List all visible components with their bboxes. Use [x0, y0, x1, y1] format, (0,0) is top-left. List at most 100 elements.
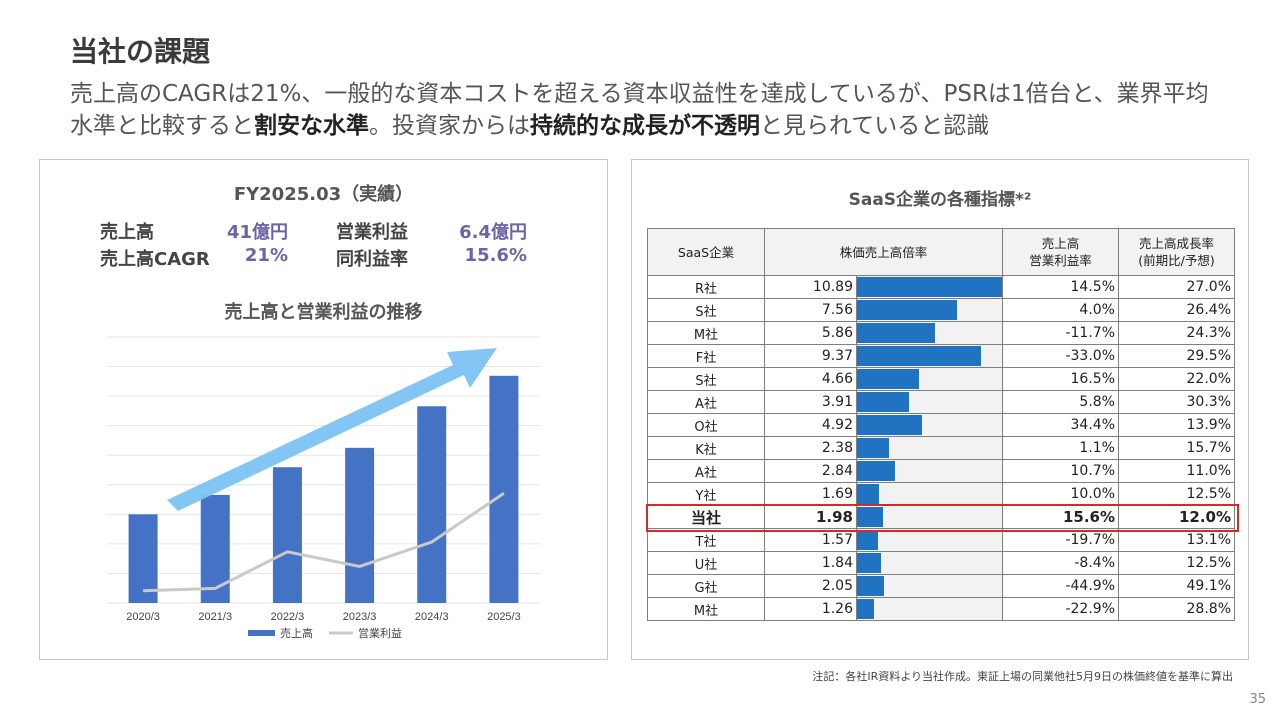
- kpi-value-sales: 41億円: [226, 222, 288, 243]
- x-tick-label: 2020/3: [126, 611, 160, 623]
- x-tick-label: 2024/3: [415, 611, 449, 623]
- growth-rate: 28.8%: [1118, 597, 1235, 621]
- psr-bar-cell: [856, 528, 1003, 552]
- operating-margin: -22.9%: [1002, 597, 1119, 621]
- psr-value: 4.66: [764, 367, 857, 391]
- lead-segment: 。投資家からは: [369, 113, 530, 139]
- operating-margin: 4.0%: [1002, 298, 1119, 322]
- psr-value: 10.89: [764, 275, 857, 299]
- company-name: A社: [647, 459, 765, 483]
- legend-label-sales: 売上高: [280, 626, 313, 640]
- psr-value: 1.26: [764, 597, 857, 621]
- operating-margin: 34.4%: [1002, 413, 1119, 437]
- fy-header: FY2025.03（実績）: [233, 184, 414, 205]
- operating-margin: -19.7%: [1002, 528, 1119, 552]
- psr-bar: [857, 369, 919, 389]
- psr-bar: [857, 277, 1002, 297]
- psr-bar-cell: [856, 390, 1003, 414]
- psr-value: 1.98: [764, 505, 857, 529]
- psr-bar: [857, 507, 884, 527]
- growth-rate: 49.1%: [1118, 574, 1235, 598]
- psr-bar-cell: [856, 321, 1003, 345]
- growth-rate: 30.3%: [1118, 390, 1235, 414]
- company-name: S社: [647, 298, 765, 322]
- psr-value: 2.38: [764, 436, 857, 460]
- x-tick-label: 2022/3: [271, 611, 305, 623]
- table-row: Y社 1.69 10.0% 12.5%: [647, 482, 1235, 506]
- saas-metrics-table: SaaS企業 株価売上高倍率 売上高 営業利益率 売上高成長率 (前期比/予想) R…: [647, 228, 1235, 621]
- company-name: Y社: [647, 482, 765, 506]
- sales-bar: [489, 375, 519, 603]
- psr-bar-cell: [856, 436, 1003, 460]
- table-header-row: SaaS企業 株価売上高倍率 売上高 営業利益率 売上高成長率 (前期比/予想): [647, 228, 1235, 276]
- table-row: T社 1.57 -19.7% 13.1%: [647, 528, 1235, 552]
- psr-bar: [857, 415, 923, 435]
- operating-margin: -8.4%: [1002, 551, 1119, 575]
- table-row: A社 3.91 5.8% 30.3%: [647, 390, 1235, 414]
- psr-value: 2.05: [764, 574, 857, 598]
- header-operating-margin: 売上高 営業利益率: [1002, 228, 1119, 276]
- psr-bar: [857, 484, 880, 504]
- growth-rate: 22.0%: [1118, 367, 1235, 391]
- sales-bar: [272, 467, 302, 603]
- psr-bar: [857, 461, 895, 481]
- operating-margin: -11.7%: [1002, 321, 1119, 345]
- psr-value: 1.84: [764, 551, 857, 575]
- x-tick-label: 2021/3: [198, 611, 232, 623]
- company-name: R社: [647, 275, 765, 299]
- table-row: A社 2.84 10.7% 11.0%: [647, 459, 1235, 483]
- saas-table-title: SaaS企業の各種指標*²: [848, 190, 1032, 210]
- operating-margin: -44.9%: [1002, 574, 1119, 598]
- psr-value: 1.57: [764, 528, 857, 552]
- x-tick-label: 2025/3: [487, 611, 521, 623]
- growth-arrow-icon: [167, 348, 497, 511]
- kpi-label-sales: 売上高: [100, 222, 154, 243]
- sales-bar: [345, 447, 375, 603]
- legend-swatch-sales: [248, 630, 275, 636]
- psr-bar: [857, 438, 889, 458]
- company-name: M社: [647, 321, 765, 345]
- psr-bar-cell: [856, 459, 1003, 483]
- kpi-value-cagr: 21%: [244, 245, 288, 266]
- lead-segment: 売上高のCAGRは21%、一般的な資本コストを超える資本収益性を達成しているが、…: [70, 81, 1209, 139]
- operating-margin: 10.7%: [1002, 459, 1119, 483]
- page-number: 35: [1249, 692, 1266, 707]
- operating-margin: 5.8%: [1002, 390, 1119, 414]
- table-row: S社 4.66 16.5% 22.0%: [647, 367, 1235, 391]
- psr-bar: [857, 553, 882, 573]
- header-psr: 株価売上高倍率: [764, 228, 1003, 276]
- fy-summary-panel: FY2025.03（実績） 売上高 41億円 営業利益 6.4億円 売上高CAG…: [39, 159, 608, 660]
- psr-bar-cell: [856, 298, 1003, 322]
- growth-rate: 11.0%: [1118, 459, 1235, 483]
- growth-rate: 24.3%: [1118, 321, 1235, 345]
- company-name: S社: [647, 367, 765, 391]
- x-tick-label: 2023/3: [343, 611, 377, 623]
- psr-bar: [857, 300, 958, 320]
- header-company: SaaS企業: [647, 228, 765, 276]
- sales-bar: [417, 406, 447, 603]
- psr-bar-cell: [856, 275, 1003, 299]
- psr-bar: [857, 323, 935, 343]
- company-name: T社: [647, 528, 765, 552]
- operating-margin: -33.0%: [1002, 344, 1119, 368]
- growth-rate: 27.0%: [1118, 275, 1235, 299]
- growth-rate: 29.5%: [1118, 344, 1235, 368]
- company-name: G社: [647, 574, 765, 598]
- table-row: S社 7.56 4.0% 26.4%: [647, 298, 1235, 322]
- psr-value: 5.86: [764, 321, 857, 345]
- operating-margin: 15.6%: [1002, 505, 1119, 529]
- growth-rate: 13.1%: [1118, 528, 1235, 552]
- sales-profit-chart: 2020/3 2021/3 2022/3 2023/3 2024/3 2025/3 売上高 営…: [107, 336, 540, 640]
- company-name: 当社: [647, 505, 765, 529]
- growth-rate: 13.9%: [1118, 413, 1235, 437]
- psr-bar: [857, 576, 885, 596]
- psr-value: 2.84: [764, 459, 857, 483]
- company-name: K社: [647, 436, 765, 460]
- psr-value: 4.92: [764, 413, 857, 437]
- psr-bar-cell: [856, 367, 1003, 391]
- psr-value: 7.56: [764, 298, 857, 322]
- footnote: 注記：各社IR資料より当社作成。東証上場の同業他社5月9日の株価終値を基準に算出: [812, 670, 1233, 683]
- lead-emphasis: 持続的な成長が不透明: [530, 113, 760, 139]
- operating-margin: 16.5%: [1002, 367, 1119, 391]
- legend-label-profit: 営業利益: [358, 626, 402, 640]
